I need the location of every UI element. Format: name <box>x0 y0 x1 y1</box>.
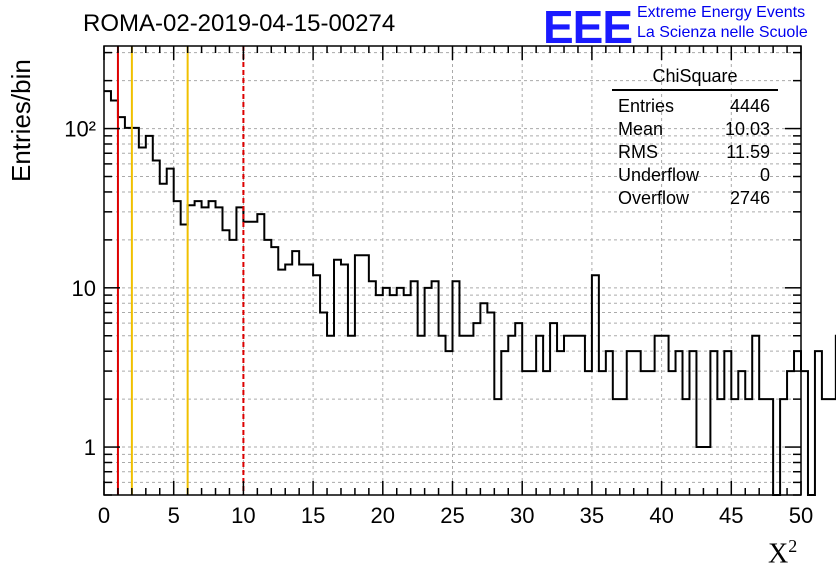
stats-row-entries: Entries 4446 <box>612 95 778 118</box>
stats-row-overflow: Overflow 2746 <box>612 187 778 210</box>
x-tick-label: 10 <box>231 503 255 528</box>
x-tick-label: 5 <box>168 503 180 528</box>
x-tick-label: 50 <box>789 503 813 528</box>
stats-label: Mean <box>618 119 664 139</box>
x-tick-label: 20 <box>371 503 395 528</box>
x-tick-label: 25 <box>440 503 464 528</box>
x-tick-label: 0 <box>98 503 110 528</box>
stats-row-underflow: Underflow 0 <box>612 164 778 187</box>
stats-row-rms: RMS 11.59 <box>612 141 778 164</box>
logo-line-2: La Scienza nelle Scuole <box>637 24 808 41</box>
stats-label: Overflow <box>618 188 690 208</box>
y-tick-label: 10² <box>64 117 96 142</box>
x-axis-label-superscript: 2 <box>788 536 798 556</box>
stats-title: ChiSquare <box>612 66 778 91</box>
stats-value: 2746 <box>729 188 770 208</box>
logo-line-1: Extreme Energy Events <box>637 4 806 21</box>
y-tick-label: 1 <box>84 435 96 460</box>
histogram-bars <box>104 90 836 496</box>
plot-title: ROMA-02-2019-04-15-00274 <box>83 10 396 37</box>
x-axis-label-main: X <box>768 538 789 570</box>
stats-value: 11.59 <box>726 142 770 162</box>
stats-label: Underflow <box>618 165 700 185</box>
x-tick-label: 15 <box>301 503 325 528</box>
x-tick-label: 45 <box>719 503 743 528</box>
stats-label: Entries <box>618 96 675 116</box>
x-tick-label: 30 <box>510 503 534 528</box>
y-tick-label: 10 <box>72 276 96 301</box>
stats-value: 0 <box>759 165 770 185</box>
stats-value: 10.03 <box>724 119 770 139</box>
stats-box: ChiSquare Entries 4446 Mean 10.03 RMS 11.59… <box>612 66 778 210</box>
stats-value: 4446 <box>729 96 770 116</box>
x-axis-label: X2 <box>768 536 797 570</box>
x-tick-label: 40 <box>649 503 673 528</box>
stats-label: RMS <box>618 142 658 162</box>
y-axis-label: Entries/bin <box>6 59 36 182</box>
eee-logo: EEE <box>543 1 633 53</box>
x-tick-label: 35 <box>580 503 604 528</box>
stats-row-mean: Mean 10.03 <box>612 118 778 141</box>
